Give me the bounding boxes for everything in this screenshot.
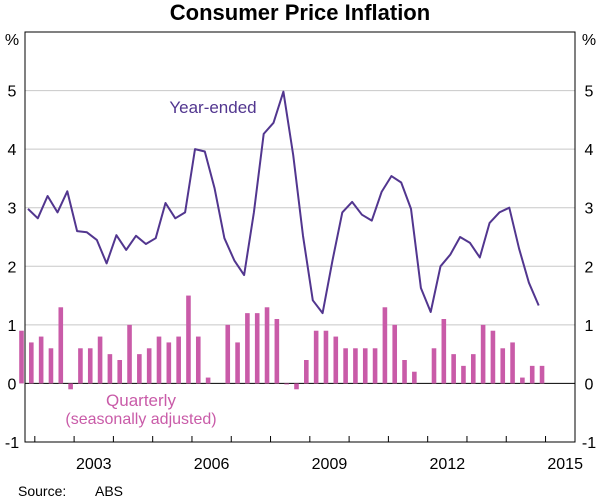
year-ended-line: [27, 90, 540, 315]
source-label: Source:: [18, 483, 66, 499]
gridlines: [25, 90, 575, 443]
quarterly-bar: [78, 348, 83, 384]
quarterly-bar: [353, 348, 358, 384]
quarterly-bar: [68, 383, 73, 390]
unit-left: %: [5, 32, 19, 49]
quarterly-bar: [127, 324, 132, 384]
quarterly-bar: [117, 360, 123, 384]
quarterly-bar: [38, 336, 44, 384]
quarterly-bar: [235, 342, 240, 384]
series-label-quarterly: Quarterly: [106, 391, 176, 410]
quarterly-bar: [372, 348, 378, 384]
quarterly-bar: [402, 360, 407, 384]
quarterly-bar: [87, 348, 93, 384]
quarterly-bar: [392, 324, 398, 384]
quarterly-bar: [264, 307, 270, 384]
y-tick-label-left: 3: [8, 201, 17, 218]
y-tick-label-left: 1: [8, 318, 17, 335]
y-tick-label-left: 5: [8, 84, 17, 101]
y-tick-label-left: 0: [8, 376, 17, 393]
quarterly-bar: [205, 377, 211, 384]
year-ended-series: [27, 90, 540, 315]
y-tick-label-right: 0: [585, 376, 594, 393]
y-tick-label-right: 1: [585, 318, 594, 335]
axes: -1 -1 0 0 1 1 2 2 3 3 4 4 5 5 2003 2006 2009 2012 2015: [5, 84, 596, 473]
quarterly-bar: [195, 336, 201, 384]
source-value: ABS: [95, 483, 123, 499]
quarterly-bars: [19, 295, 545, 390]
quarterly-bar: [451, 354, 456, 384]
chart-title: Consumer Price Inflation: [170, 0, 430, 25]
quarterly-bar: [343, 348, 348, 384]
quarterly-bar: [19, 330, 24, 384]
quarterly-bar: [333, 336, 339, 384]
y-tick-label-right: 4: [585, 142, 594, 159]
quarterly-bar: [500, 348, 506, 384]
x-tick-label: 2015: [547, 456, 583, 473]
quarterly-bar: [284, 383, 289, 385]
unit-right: %: [582, 32, 596, 49]
quarterly-bar: [107, 354, 113, 384]
x-tick-label: 2009: [312, 456, 348, 473]
quarterly-bar: [412, 371, 417, 384]
quarterly-bar: [176, 336, 181, 384]
y-tick-label-right: 5: [585, 84, 594, 101]
quarterly-bar: [225, 324, 231, 384]
quarterly-bar: [274, 319, 280, 384]
quarterly-bar: [156, 336, 162, 384]
quarterly-bar: [304, 360, 309, 384]
quarterly-bar: [431, 348, 437, 384]
quarterly-bar: [520, 377, 525, 384]
y-tick-label-right: 3: [585, 201, 594, 218]
y-tick-label-left: 2: [8, 259, 17, 276]
quarterly-bar: [294, 383, 299, 390]
y-tick-label-right: -1: [582, 435, 596, 452]
series-label-quarterly-note: (seasonally adjusted): [65, 411, 216, 428]
y-tick-label-left: -1: [5, 435, 19, 452]
quarterly-bar: [539, 365, 545, 384]
quarterly-bar: [461, 365, 466, 384]
quarterly-bar: [490, 330, 496, 384]
y-tick-label-right: 2: [585, 259, 594, 276]
series-label-year-ended: Year-ended: [169, 98, 256, 117]
quarterly-bar: [29, 342, 34, 384]
x-tick-label: 2006: [194, 456, 230, 473]
quarterly-bar: [480, 324, 486, 384]
quarterly-bar: [166, 342, 172, 384]
quarterly-bar: [441, 319, 447, 384]
quarterly-bar: [58, 307, 64, 384]
quarterly-bar: [245, 313, 250, 384]
quarterly-bar: [97, 336, 103, 384]
quarterly-bar: [48, 348, 54, 384]
quarterly-bar: [529, 365, 535, 384]
quarterly-bar: [382, 307, 388, 384]
quarterly-bar: [254, 313, 260, 384]
quarterly-bar: [313, 330, 319, 384]
quarterly-bar: [137, 354, 142, 384]
quarterly-bar: [186, 295, 191, 384]
quarterly-bar: [146, 348, 152, 384]
x-tick-label: 2012: [430, 456, 466, 473]
x-tick-label: 2003: [76, 456, 112, 473]
quarterly-bar: [362, 348, 368, 384]
y-tick-label-left: 4: [8, 142, 17, 159]
quarterly-bar: [510, 342, 515, 384]
quarterly-bar: [323, 330, 329, 384]
plot-frame: [24, 31, 576, 443]
quarterly-bar: [470, 354, 476, 384]
